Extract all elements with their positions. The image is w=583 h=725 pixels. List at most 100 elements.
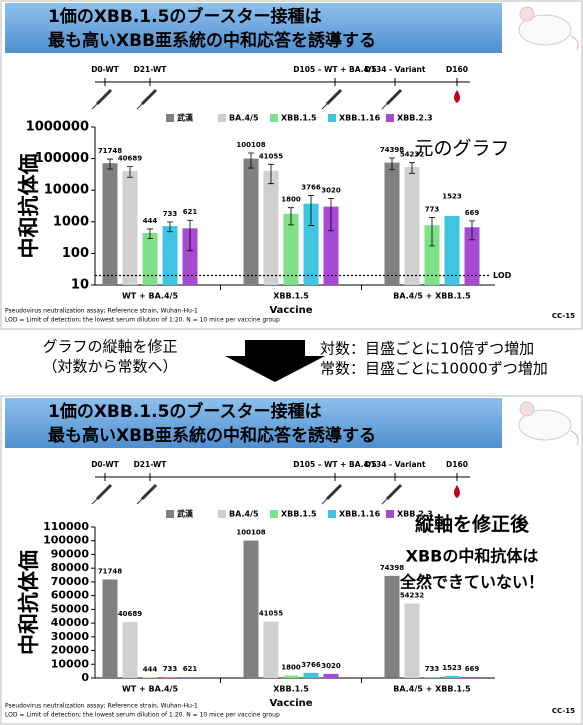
value-label: 54232 [400, 151, 424, 159]
error-bar [288, 207, 294, 226]
error-bar [409, 162, 415, 174]
mouse-tail [570, 430, 579, 446]
bar [444, 675, 460, 678]
error-bar [429, 217, 435, 247]
error-bar [248, 152, 254, 169]
mouse [518, 409, 572, 441]
y-tick-label: 10000 [51, 657, 90, 670]
bar [323, 206, 339, 285]
bar [404, 166, 420, 285]
transition-text: 常数：目盛ごとに10000ずつ増加 [320, 360, 548, 378]
bar [283, 213, 299, 285]
legend-swatch [166, 510, 174, 518]
annotation: 全然できていない！ [399, 573, 544, 592]
bar [424, 676, 440, 678]
value-label: 3020 [321, 186, 341, 194]
header-title: 最も高いXBB亜系統の中和応答を誘導する [48, 425, 376, 446]
bar [263, 621, 279, 678]
y-tick-label: 100000 [35, 151, 89, 166]
bar [122, 170, 138, 285]
header-band [5, 398, 502, 448]
legend-swatch [270, 114, 278, 122]
bar [162, 676, 178, 678]
timeline-label: D0-WT [91, 65, 119, 74]
bar [424, 225, 440, 285]
error-bar [127, 166, 133, 178]
legend-swatch [166, 114, 174, 122]
bar [263, 170, 279, 285]
y-axis-title: 中和抗体価 [17, 154, 41, 259]
bar [182, 228, 198, 285]
bar [283, 675, 299, 678]
timeline-label: D160 [446, 460, 468, 469]
x-tick-label: BA.4/5 + XBB.1.5 [393, 685, 471, 694]
bar [303, 672, 319, 678]
legend-label: 武漢 [177, 509, 194, 519]
bar [323, 673, 339, 678]
x-tick-label: BA.4/5 + XBB.1.5 [393, 292, 471, 301]
y-tick-label: 110000 [43, 520, 89, 533]
y-tick-label: 50000 [51, 602, 90, 615]
bar [182, 677, 198, 678]
timeline-label: D134 - Variant [365, 65, 426, 74]
footnote: LOD = Limit of detection; the lowest ser… [5, 317, 280, 324]
transition-text: グラフの縦軸を修正 [42, 338, 177, 356]
syringe [95, 88, 113, 106]
x-tick-label: XBB.1.5 [273, 685, 309, 694]
legend-swatch [386, 114, 394, 122]
bar [444, 216, 460, 285]
error-bar [389, 157, 395, 171]
arrow [225, 340, 325, 382]
bar [243, 540, 259, 678]
legend-label: XBB.1.16 [339, 510, 381, 519]
slide-code: CC-15 [552, 312, 575, 320]
y-tick-label: 30000 [51, 630, 90, 643]
y-tick-label: 10 [71, 278, 89, 293]
value-label: 3020 [321, 662, 341, 670]
y-tick-label: 80000 [51, 561, 90, 574]
x-tick-label: WT + BA.4/5 [122, 685, 179, 694]
header-band [5, 3, 502, 53]
value-label: 40689 [118, 610, 142, 618]
legend-label: BA.4/5 [229, 510, 259, 519]
error-bar [147, 228, 153, 239]
header-title: 1価のXBB.1.5のブースター接種は [48, 6, 322, 27]
value-label: 3766 [301, 661, 321, 669]
legend-label: XBB.1.5 [281, 114, 317, 123]
value-label: 733 [163, 210, 178, 218]
value-label: 621 [183, 665, 198, 673]
mouse-ear [519, 6, 535, 22]
syringe [95, 483, 113, 501]
syringe [140, 88, 158, 106]
y-tick-label: 100 [62, 246, 89, 261]
legend-label: BA.4/5 [229, 114, 259, 123]
needle [136, 498, 143, 505]
mouse [518, 14, 572, 46]
value-label: 100108 [236, 141, 265, 149]
value-label: 71748 [98, 147, 122, 155]
error-bar [268, 163, 274, 185]
syringe [385, 88, 403, 106]
timeline-label: D21-WT [134, 460, 168, 469]
x-axis-title: Vaccine [269, 698, 312, 709]
value-label: 54232 [400, 592, 424, 600]
y-tick-label: 40000 [51, 616, 90, 629]
value-label: 773 [425, 205, 440, 213]
header-title: 最も高いXBB亜系統の中和応答を誘導する [48, 30, 376, 51]
value-label: 733 [163, 665, 178, 673]
panel [0, 0, 583, 330]
value-label: 1523 [442, 193, 462, 201]
syringe [385, 483, 403, 501]
value-label: 40689 [118, 155, 142, 163]
legend-label: 武漢 [177, 113, 194, 123]
error-bar [187, 219, 193, 252]
bar [404, 603, 420, 678]
value-label: 444 [143, 217, 158, 225]
y-tick-label: 1000 [53, 214, 89, 229]
timeline-label: D134 - Variant [365, 460, 426, 469]
value-label: 3766 [301, 184, 321, 192]
timeline-label: D21-WT [134, 65, 168, 74]
legend-label: XBB.2.3 [397, 114, 433, 123]
bar [464, 677, 480, 678]
